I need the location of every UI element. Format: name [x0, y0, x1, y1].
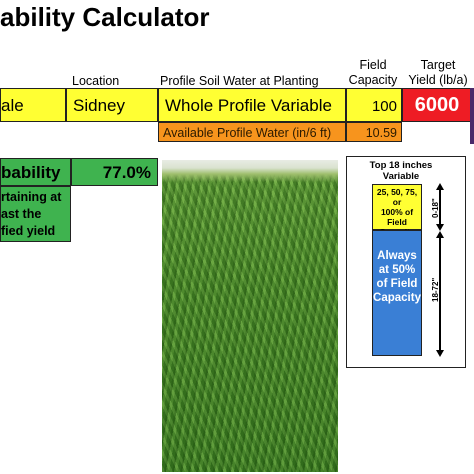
page-title: ability Calculator — [0, 2, 210, 32]
target-yield-header-line2: Yield (lb/a) — [408, 73, 468, 87]
soil-top-line1: 25, 50, 75, or — [376, 187, 418, 207]
soil-title-line1: Top 18 inches — [369, 160, 433, 171]
probability-desc-line3: fied yield — [1, 224, 56, 238]
field-capacity-header-line1: Field — [359, 58, 387, 72]
probability-desc-line1: rtaining at — [1, 190, 62, 204]
target-yield-input[interactable]: 6000 — [402, 88, 472, 122]
depth-label-bottom: 18-72" — [431, 277, 440, 302]
wheat-field-photo — [162, 160, 338, 472]
soil-bottom-line1: Always — [377, 250, 417, 262]
available-water-label: Available Profile Water (in/6 ft) — [158, 122, 346, 142]
edge-bar — [470, 88, 474, 144]
soil-title-line2: Variable — [382, 171, 420, 182]
soil-diagram-title: Top 18 inches Variable — [346, 160, 456, 182]
profile-water-header: Profile Soil Water at Planting — [160, 74, 319, 88]
soil-bottom-line4: Capacity — [373, 292, 421, 304]
target-yield-header-line1: Target — [420, 58, 456, 72]
probability-label: bability — [0, 158, 71, 186]
soil-bottom-line2: at 50% — [378, 264, 416, 276]
profile-water-select[interactable]: Whole Profile Variable — [158, 88, 346, 122]
location-select[interactable]: Sidney — [66, 88, 158, 122]
location-header: Location — [72, 74, 120, 88]
field-capacity-header: Field Capacity — [344, 58, 402, 88]
depth-arrow-top-icon — [436, 183, 444, 231]
soil-bottom-layer: Always at 50% of Field Capacity — [372, 230, 422, 356]
field-capacity-header-line2: Capacity — [348, 73, 398, 87]
field-capacity-input[interactable]: 100 — [346, 88, 402, 122]
depth-label-top: 0-18" — [431, 198, 440, 218]
depth-arrow-bottom-icon — [436, 231, 444, 357]
probability-value: 77.0% — [71, 158, 158, 186]
target-yield-header: Target Yield (lb/a) — [402, 58, 474, 88]
soil-top-layer: 25, 50, 75, or 100% of Field Capacity — [372, 184, 422, 237]
probability-description: rtaining at ast the fied yield — [0, 186, 71, 242]
depth-arrows — [436, 183, 444, 357]
soil-top-line2: 100% of Field — [380, 207, 414, 227]
soil-bottom-line3: of Field — [376, 278, 418, 290]
available-water-value: 10.59 — [346, 122, 402, 142]
scale-cell[interactable]: ale — [0, 88, 66, 122]
probability-desc-line2: ast the — [1, 207, 42, 221]
